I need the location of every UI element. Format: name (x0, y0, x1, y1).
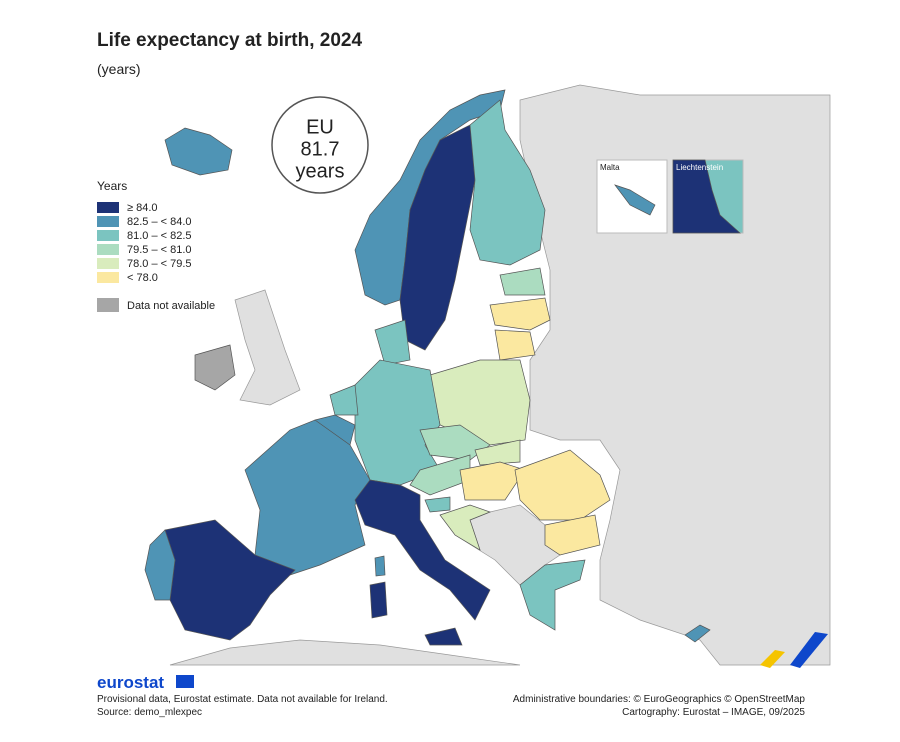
romania (514, 449, 611, 521)
hungary (459, 461, 526, 501)
north-africa-land (169, 639, 521, 666)
inset-label: Liechtenstein (676, 163, 723, 172)
inset-label: Malta (600, 163, 620, 172)
finland (469, 99, 546, 266)
denmark (374, 319, 411, 366)
deco (760, 650, 785, 668)
sweden (399, 124, 476, 351)
badge-value: 81.7 (301, 138, 340, 160)
legend-swatch (97, 258, 119, 269)
greece (519, 559, 586, 631)
subtitle: (years) (97, 61, 141, 77)
title: Life expectancy at birth, 2024 (97, 30, 362, 51)
badge-circle (271, 96, 369, 194)
footer-note: Provisional data, Eurostat estimate. Dat… (97, 694, 388, 705)
lithuania (494, 329, 536, 361)
footer-credit: Administrative boundaries: © EuroGeograp… (513, 694, 806, 705)
portugal (144, 529, 176, 601)
estonia (499, 267, 546, 296)
ireland (194, 344, 236, 391)
footer-credit: Cartography: Eurostat – IMAGE, 09/2025 (622, 707, 805, 718)
legend-swatch (97, 298, 119, 312)
eu-badge: EU 81.7 years (271, 96, 369, 194)
cyprus (684, 624, 711, 643)
slovakia (474, 439, 521, 466)
inset-malta: Malta (596, 159, 668, 234)
inset-liechtenstein: Liechtenstein (672, 159, 744, 234)
badge-line: EU (306, 116, 334, 138)
legend-label: < 78.0 (127, 272, 158, 284)
badge-line: years (296, 160, 345, 182)
legend-label: 79.5 – < 81.0 (127, 244, 192, 256)
legend-swatch (97, 202, 119, 213)
legend-swatch (97, 272, 119, 283)
deco (790, 632, 828, 668)
croatia (439, 504, 491, 551)
sicily (424, 627, 463, 646)
legend-swatch (97, 230, 119, 241)
norway (354, 89, 506, 306)
austria (409, 454, 471, 496)
netherlands (329, 384, 359, 416)
legend-label: 78.0 – < 79.5 (127, 258, 192, 270)
liechtenstein (672, 159, 741, 234)
footer: eurostat Provisional data, Eurostat esti… (97, 632, 828, 718)
latvia (489, 297, 551, 331)
legend: Years ≥ 84.0 82.5 – < 84.0 81.0 – < 82.5 79… (97, 179, 215, 312)
bulgaria (544, 514, 601, 556)
legend-label: ≥ 84.0 (127, 202, 158, 214)
italy (354, 479, 491, 621)
iceland (164, 127, 233, 176)
sardinia (369, 581, 388, 619)
legend-label: Data not available (127, 300, 215, 312)
germany (354, 359, 441, 486)
legend-swatch (97, 244, 119, 255)
slovenia (424, 496, 451, 513)
legend-label: 81.0 – < 82.5 (127, 230, 192, 242)
logo: eurostat (97, 673, 164, 692)
legend-label: 82.5 – < 84.0 (127, 216, 192, 228)
legend-title: Years (97, 179, 127, 193)
legend-swatch (97, 216, 119, 227)
corsica (374, 555, 386, 577)
eu-flag (176, 675, 194, 688)
france (244, 419, 371, 576)
malta (614, 184, 656, 216)
uk-land (234, 289, 301, 406)
footer-note: Source: demo_mlexpec (97, 707, 202, 718)
